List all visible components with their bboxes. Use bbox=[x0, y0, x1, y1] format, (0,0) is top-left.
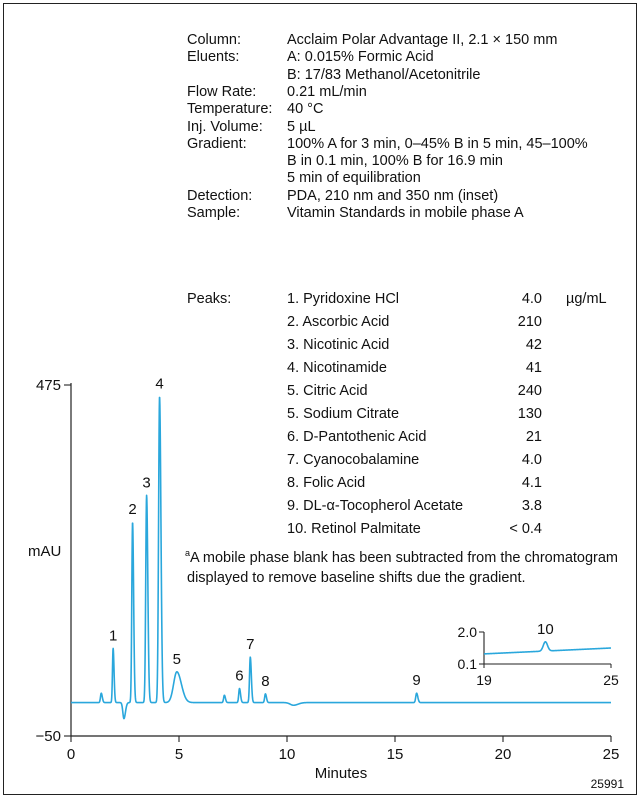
peak-name: 8. Folic Acid bbox=[287, 475, 366, 491]
y-tick-label: −50 bbox=[36, 728, 61, 745]
footnote: aA mobile phase blank has been subtracte… bbox=[185, 543, 618, 588]
peak-value: 21 bbox=[525, 429, 542, 445]
condition-label: Gradient: bbox=[187, 135, 247, 152]
condition-label: Eluents: bbox=[187, 49, 240, 66]
peak-value: 130 bbox=[517, 406, 542, 422]
peaks-unit: µg/mL bbox=[566, 291, 607, 307]
inset-trace bbox=[483, 640, 612, 655]
condition-value: 5 µL bbox=[287, 118, 316, 135]
x-tick-label: 20 bbox=[495, 746, 512, 763]
x-tick-label: 5 bbox=[175, 746, 183, 763]
footnote-line-2: displayed to remove baseline shifts due … bbox=[187, 570, 526, 586]
condition-value: PDA, 210 nm and 350 nm (inset) bbox=[287, 187, 499, 204]
peak-name: 4. Nicotinamide bbox=[287, 360, 387, 376]
peak-name: 9. DL-α-Tocopherol Acetate bbox=[287, 498, 464, 514]
figure-id: 25991 bbox=[590, 777, 624, 791]
condition-value: Vitamin Standards in mobile phase A bbox=[287, 205, 524, 221]
x-tick-label: 0 bbox=[67, 746, 75, 763]
inset-x-tick-label: 25 bbox=[603, 672, 619, 688]
peak-label: 5 bbox=[173, 651, 181, 668]
peak-value: 4.1 bbox=[521, 475, 542, 491]
peak-name: 3. Nicotinic Acid bbox=[287, 337, 390, 353]
chromatogram-trace bbox=[70, 396, 612, 720]
inset-y-tick-label: 0.1 bbox=[458, 656, 478, 672]
footnote-line-1: A mobile phase blank has been subtracted… bbox=[190, 550, 619, 566]
peak-label: 2 bbox=[128, 501, 136, 518]
figure-frame bbox=[3, 3, 637, 795]
peak-name: 5. Sodium Citrate bbox=[287, 406, 400, 422]
peak-value: 41 bbox=[525, 360, 542, 376]
peak-label: 1 bbox=[109, 627, 117, 644]
condition-value: 100% A for 3 min, 0–45% B in 5 min, 45–1… bbox=[287, 135, 588, 152]
x-tick-label: 10 bbox=[279, 746, 296, 763]
peak-value: 3.8 bbox=[521, 498, 542, 514]
inset-peak-label: 10 bbox=[537, 621, 554, 638]
footnote-mark: a bbox=[185, 548, 191, 558]
peak-value: 4.0 bbox=[521, 452, 542, 468]
condition-value: B: 17/83 Methanol/Acetonitrile bbox=[287, 66, 481, 83]
x-tick-label: 15 bbox=[387, 746, 404, 763]
peak-name: 6. D-Pantothenic Acid bbox=[287, 429, 427, 445]
condition-label: Sample: bbox=[187, 205, 241, 221]
peaks-label: Peaks: bbox=[187, 291, 232, 307]
peak-label: 7 bbox=[246, 636, 254, 653]
peak-label: 8 bbox=[261, 673, 269, 690]
peak-value: 4.0 bbox=[521, 291, 542, 307]
condition-label: Inj. Volume: bbox=[187, 118, 263, 135]
peak-name: 7. Cyanocobalamine bbox=[287, 452, 420, 468]
condition-label: Flow Rate: bbox=[187, 83, 257, 100]
peak-name: 2. Ascorbic Acid bbox=[287, 314, 390, 330]
condition-value: Acclaim Polar Advantage II, 2.1 × 150 mm bbox=[287, 32, 558, 48]
peak-value: 240 bbox=[517, 383, 542, 399]
peak-value: < 0.4 bbox=[509, 521, 542, 537]
peak-name: 10. Retinol Palmitate bbox=[287, 521, 421, 537]
peak-label: 6 bbox=[235, 668, 243, 685]
peak-value: 42 bbox=[525, 337, 542, 353]
inset-x-tick-label: 19 bbox=[476, 672, 492, 688]
condition-value: 40 °C bbox=[287, 101, 324, 118]
condition-value: 5 min of equilibration bbox=[287, 170, 421, 187]
condition-value: B in 0.1 min, 100% B for 16.9 min bbox=[287, 153, 503, 170]
peak-label: 3 bbox=[142, 474, 150, 491]
peak-name: 5. Citric Acid bbox=[287, 383, 368, 399]
condition-label: Detection: bbox=[187, 187, 253, 204]
y-axis-title: mAU bbox=[28, 543, 61, 560]
peak-label: 4 bbox=[155, 375, 163, 392]
y-tick-label: 475 bbox=[36, 377, 61, 394]
condition-label: Column: bbox=[187, 32, 241, 48]
condition-value: A: 0.015% Formic Acid bbox=[287, 49, 434, 66]
peak-value: 210 bbox=[517, 314, 542, 330]
x-axis-title: Minutes bbox=[315, 765, 368, 782]
condition-label: Temperature: bbox=[187, 101, 273, 118]
condition-value: 0.21 mL/min bbox=[287, 83, 367, 100]
peak-name: 1. Pyridoxine HCl bbox=[287, 291, 400, 307]
inset-y-tick-label: 2.0 bbox=[458, 624, 478, 640]
x-tick-label: 25 bbox=[603, 746, 620, 763]
peak-label: 9 bbox=[412, 672, 420, 689]
